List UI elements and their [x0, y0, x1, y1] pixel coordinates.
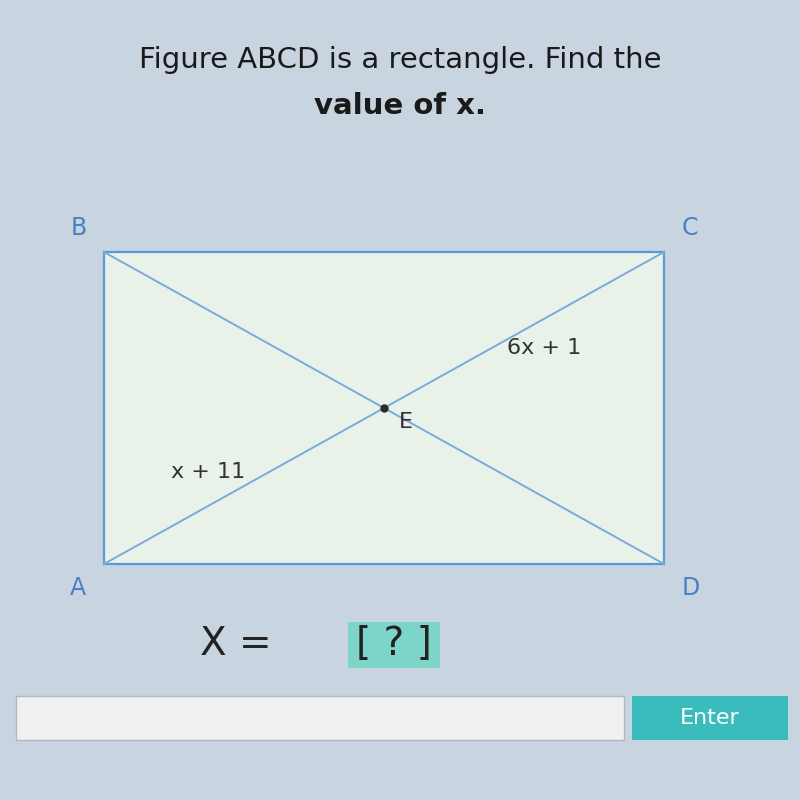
Text: [ ? ]: [ ? ] [356, 625, 432, 663]
FancyBboxPatch shape [16, 696, 624, 740]
Text: D: D [682, 576, 700, 600]
FancyBboxPatch shape [348, 622, 440, 668]
Text: C: C [682, 216, 698, 240]
FancyBboxPatch shape [632, 696, 788, 740]
Text: x + 11: x + 11 [171, 462, 245, 482]
Text: 6x + 1: 6x + 1 [507, 338, 581, 358]
Text: A: A [70, 576, 86, 600]
Text: E: E [398, 412, 413, 432]
Text: B: B [70, 216, 86, 240]
Text: X =: X = [200, 625, 284, 663]
Text: value of x.: value of x. [314, 92, 486, 119]
Text: Figure ABCD is a rectangle. Find the: Figure ABCD is a rectangle. Find the [138, 46, 662, 74]
Text: Enter: Enter [680, 708, 740, 728]
Polygon shape [104, 252, 664, 564]
